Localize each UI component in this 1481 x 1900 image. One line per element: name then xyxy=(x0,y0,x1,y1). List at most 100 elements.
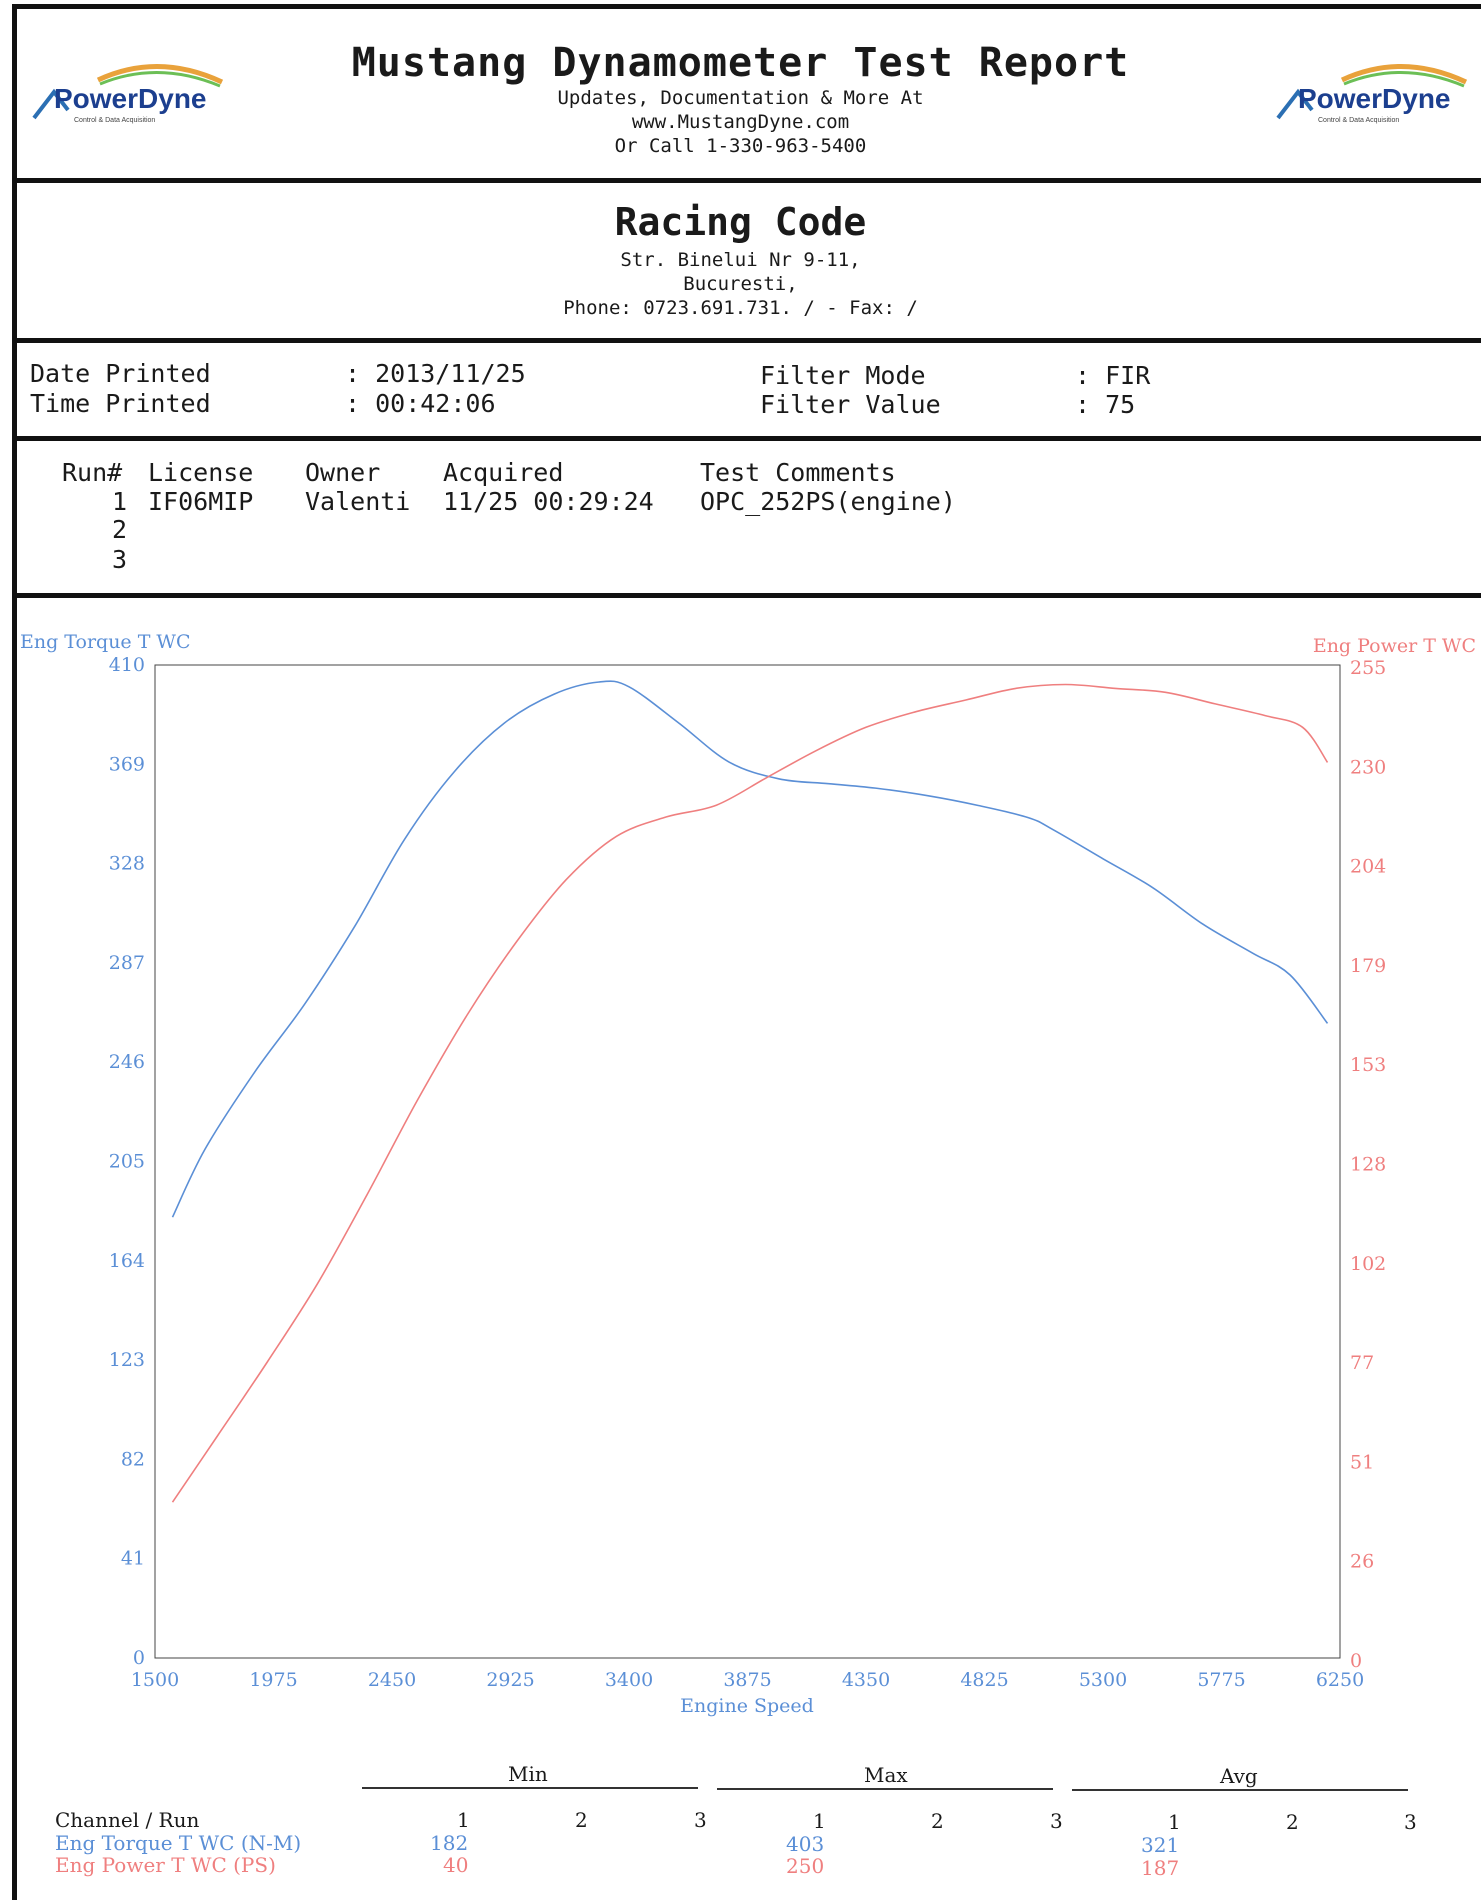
stats-min-run-3: 3 xyxy=(694,1808,707,1832)
power-series-line xyxy=(171,683,1329,1503)
series-layer xyxy=(171,680,1329,1503)
x-axis-ticks: 1500 1975 2450 2925 3400 3875 4350 4825 5300 5775… xyxy=(131,1669,1364,1691)
stats-group-max: Max xyxy=(864,1763,908,1787)
stats-power-name: Eng Power T WC (PS) xyxy=(55,1853,276,1877)
divider-3 xyxy=(12,436,1481,441)
runs-header-run: Run# xyxy=(62,458,123,487)
right-tick-label: 179 xyxy=(1350,955,1386,977)
run-3-number: 3 xyxy=(112,545,128,574)
run-2-number: 2 xyxy=(112,515,128,544)
x-axis-title: Engine Speed xyxy=(680,1695,814,1717)
shop-name: Racing Code xyxy=(614,200,867,244)
x-tick-label: 1975 xyxy=(249,1669,297,1691)
right-tick-label: 102 xyxy=(1350,1253,1386,1275)
divider-4 xyxy=(12,593,1481,598)
run-1-license: IF06MIP xyxy=(148,487,254,516)
stats-group-avg: Avg xyxy=(1220,1764,1258,1788)
shop-phone: Phone: 0723.691.731. / - Fax: / xyxy=(563,297,918,319)
report-header: Mustang Dynamometer Test Report Updates,… xyxy=(0,40,1481,158)
shop-address-2: Bucuresti, xyxy=(683,273,798,295)
left-tick-label: 369 xyxy=(109,753,145,775)
header-line-2: www.MustangDyne.com xyxy=(631,111,850,133)
filter-mode-value: : FIR xyxy=(1075,361,1151,390)
right-tick-label: 204 xyxy=(1350,856,1386,878)
left-axis-ticks: 0 41 82 123 164 205 246 287 328 369 410 xyxy=(109,654,145,1669)
stats-avg-run-3: 3 xyxy=(1404,1810,1417,1834)
runs-header-comments: Test Comments xyxy=(700,458,896,487)
x-tick-label: 3875 xyxy=(723,1669,771,1691)
stats-group-min: Min xyxy=(508,1762,548,1786)
report-title: Mustang Dynamometer Test Report xyxy=(351,40,1130,86)
header-line-1: Updates, Documentation & More At xyxy=(557,87,924,109)
left-tick-label: 82 xyxy=(121,1448,145,1470)
stats-torque-max: 403 xyxy=(786,1832,825,1856)
header-line-3: Or Call 1-330-963-5400 xyxy=(614,135,867,157)
left-tick-label: 410 xyxy=(109,654,145,676)
date-label: Date Printed xyxy=(30,359,211,388)
x-tick-label: 2450 xyxy=(368,1669,416,1691)
stats-avg-run-2: 2 xyxy=(1286,1810,1299,1834)
right-tick-label: 0 xyxy=(1350,1650,1362,1672)
run-1-owner: Valenti xyxy=(305,487,411,516)
stats-max-run-2: 2 xyxy=(931,1809,944,1833)
stats-group-min-line xyxy=(362,1787,698,1789)
dyno-chart: Eng Torque T WC Eng Power T WC 1500 1975 2… xyxy=(20,631,1476,1717)
left-tick-label: 164 xyxy=(109,1250,145,1272)
report-frame xyxy=(12,4,1481,1900)
logo-tagline-right: Control & Data Acquisition xyxy=(1318,117,1399,124)
stats-avg-run-1: 1 xyxy=(1168,1810,1181,1834)
divider-2 xyxy=(12,338,1481,343)
stats-power-avg: 187 xyxy=(1141,1856,1180,1880)
right-tick-label: 230 xyxy=(1350,756,1386,778)
logo-text-right: PowerDyne xyxy=(1298,83,1451,114)
shop-address-1: Str. Binelui Nr 9-11, xyxy=(620,249,861,271)
stats-torque-min: 182 xyxy=(430,1831,469,1855)
right-axis-ticks: 0 26 51 77 102 128 153 179 204 230 255 xyxy=(1350,657,1386,1672)
x-tick-label: 4350 xyxy=(842,1669,890,1691)
time-value: : 00:42:06 xyxy=(345,389,496,418)
left-tick-label: 123 xyxy=(109,1349,145,1371)
runs-header-license: License xyxy=(148,458,254,487)
x-tick-label: 5300 xyxy=(1079,1669,1127,1691)
shop-info: Racing Code Str. Binelui Nr 9-11, Bucure… xyxy=(0,200,1481,320)
left-axis-title: Eng Torque T WC xyxy=(20,631,191,653)
time-label: Time Printed xyxy=(30,389,211,418)
logo-tagline-left: Control & Data Acquisition xyxy=(74,117,155,124)
date-value: : 2013/11/25 xyxy=(345,359,526,388)
filter-value-value: : 75 xyxy=(1075,390,1136,419)
stats-min-run-1: 1 xyxy=(457,1808,470,1832)
filter-value-label: Filter Value xyxy=(760,390,941,419)
left-tick-label: 287 xyxy=(109,952,145,974)
left-tick-label: 328 xyxy=(109,853,145,875)
x-tick-label: 4825 xyxy=(960,1669,1008,1691)
left-tick-label: 205 xyxy=(109,1151,145,1173)
powerdyne-logo-right: PowerDyne Control & Data Acquisition xyxy=(1272,56,1481,126)
stats-power-max: 250 xyxy=(786,1854,825,1878)
stats-torque-avg: 321 xyxy=(1141,1833,1180,1857)
run-1-number: 1 xyxy=(112,487,128,516)
plot-area xyxy=(154,664,1341,1659)
logo-text-left: PowerDyne xyxy=(54,83,207,114)
powerdyne-logo-left: PowerDyne Control & Data Acquisition xyxy=(28,56,238,126)
right-tick-label: 128 xyxy=(1350,1154,1386,1176)
stats-max-run-3: 3 xyxy=(1050,1809,1063,1833)
x-tick-label: 1500 xyxy=(131,1669,179,1691)
right-tick-label: 255 xyxy=(1350,657,1386,679)
stats-channel-label: Channel / Run xyxy=(55,1808,200,1832)
left-tick-label: 41 xyxy=(121,1548,145,1570)
x-tick-label: 5775 xyxy=(1197,1669,1245,1691)
x-tick-label: 3400 xyxy=(605,1669,653,1691)
stats-torque-name: Eng Torque T WC (N-M) xyxy=(55,1831,302,1855)
right-tick-label: 77 xyxy=(1350,1352,1374,1374)
divider-1 xyxy=(12,178,1481,183)
torque-series-line xyxy=(171,680,1329,1218)
run-1-comments: OPC_252PS(engine) xyxy=(700,487,956,516)
left-tick-label: 0 xyxy=(133,1647,145,1669)
right-axis-title: Eng Power T WC xyxy=(1313,635,1476,657)
stats-max-run-1: 1 xyxy=(813,1809,826,1833)
right-tick-label: 26 xyxy=(1350,1551,1374,1573)
runs-header-acquired: Acquired xyxy=(443,458,564,487)
filter-mode-label: Filter Mode xyxy=(760,361,926,390)
runs-header-owner: Owner xyxy=(305,458,381,487)
stats-group-max-line xyxy=(717,1788,1053,1790)
